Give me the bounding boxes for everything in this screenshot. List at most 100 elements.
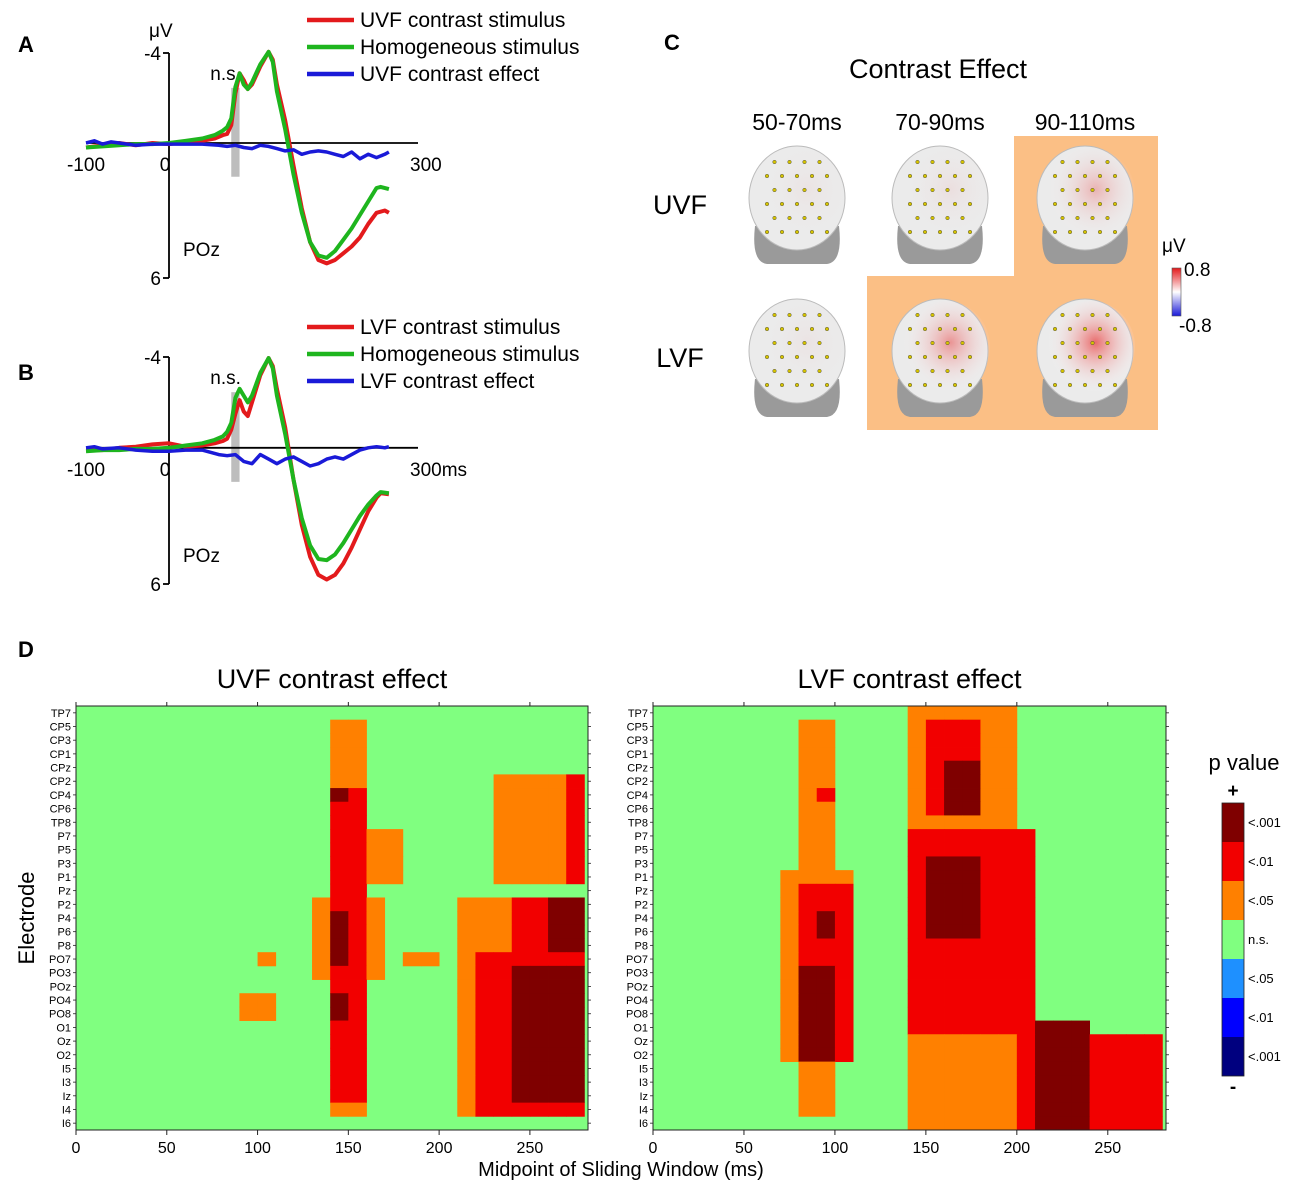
- x-tick-label: 250: [1094, 1140, 1121, 1157]
- colorbar-swatch: [1222, 881, 1244, 920]
- electrode-dot: [825, 201, 830, 206]
- heatmap-cell: [1035, 1020, 1054, 1035]
- heatmap-cell: [529, 993, 549, 1008]
- electrode-label: PO4: [49, 995, 71, 1007]
- electrode-dot: [938, 327, 943, 332]
- electrode-dot: [968, 201, 973, 206]
- heatmap-cell: [980, 760, 1000, 775]
- heatmap-cell: [798, 774, 818, 789]
- heatmap-cell: [239, 993, 258, 1008]
- row-label: LVF: [656, 343, 704, 373]
- heatmap-cell: [330, 883, 349, 898]
- electrode-label: P1: [635, 872, 648, 884]
- electrode-dot: [1075, 369, 1080, 374]
- heatmap-cell: [998, 1102, 1018, 1117]
- scalp-map: [1036, 298, 1135, 417]
- heatmap-cell: [834, 1047, 854, 1063]
- electrode-label: P4: [58, 913, 71, 925]
- electrode-label: PO8: [49, 1009, 71, 1021]
- heatmap-cell: [944, 979, 963, 994]
- electrode-dot: [780, 327, 785, 332]
- electrode-dot: [1112, 355, 1117, 360]
- electrode-dot: [817, 159, 822, 164]
- heatmap-cell: [816, 1061, 836, 1076]
- heatmap-cell: [816, 747, 836, 762]
- colorbar-frame: [1221, 802, 1245, 1077]
- heatmap-cell: [366, 870, 386, 885]
- heatmap-cell: [980, 706, 1000, 721]
- heatmap-cell: [816, 733, 836, 748]
- heatmap-cell: [962, 842, 981, 857]
- heatmap-cell: [962, 1061, 981, 1076]
- electrode-dot: [1097, 229, 1102, 234]
- electrode-dot: [765, 355, 770, 360]
- heatmap-cell: [384, 829, 404, 844]
- heatmap-cell: [816, 911, 836, 926]
- heatmap-cell: [529, 938, 549, 953]
- series-line-blue: [85, 139, 390, 161]
- electrode-dot: [1075, 313, 1080, 318]
- heatmap-cell: [1125, 1047, 1145, 1063]
- heatmap-cell: [907, 965, 927, 980]
- heatmap-cell: [925, 801, 945, 816]
- electrode-dot: [1097, 327, 1102, 332]
- electrode-dot: [923, 327, 928, 332]
- electrode-label: O2: [56, 1050, 71, 1062]
- electrode-dot: [960, 159, 965, 164]
- electrode-dot: [953, 327, 958, 332]
- heatmap-cell: [834, 1006, 854, 1021]
- row-label: UVF: [653, 190, 707, 220]
- heatmap-cell: [511, 856, 531, 871]
- heatmap-cell: [816, 1088, 836, 1104]
- heatmap-cell: [457, 938, 476, 953]
- electrode-dot: [810, 173, 815, 178]
- heatmap-cell: [816, 815, 836, 830]
- heatmap-cell: [493, 952, 513, 967]
- heatmap-cell: [980, 1116, 1000, 1131]
- electrode-label: CP6: [50, 804, 71, 816]
- electrode-dot: [938, 383, 943, 388]
- heatmap-cell: [1016, 829, 1036, 844]
- electrode-dot: [1090, 215, 1095, 220]
- heatmap-cell: [944, 719, 963, 734]
- heatmap-cell: [980, 1061, 1000, 1076]
- heatmap-cell: [529, 979, 549, 994]
- heatmap-cell: [980, 924, 1000, 939]
- heatmap-cell: [493, 938, 513, 953]
- electrode-label: I5: [62, 1063, 71, 1075]
- electrode-label: CPz: [50, 763, 71, 775]
- heatmap-cell: [348, 965, 367, 980]
- electrode-dot: [930, 187, 935, 192]
- heatmap-cell: [925, 1034, 945, 1049]
- heatmap-cell: [962, 733, 981, 748]
- heatmap-cell: [566, 952, 585, 967]
- electrode-dot: [765, 201, 770, 206]
- heatmap-cell: [493, 788, 513, 803]
- heatmap-cell: [925, 719, 945, 734]
- electrode-label: CP6: [627, 804, 648, 816]
- ns-label: n.s.: [210, 368, 241, 389]
- electrode-dot: [802, 159, 807, 164]
- heatmap-cell: [925, 924, 945, 939]
- heatmap-cell: [366, 829, 386, 844]
- heatmap-cell: [366, 842, 386, 857]
- heatmap-cell: [548, 938, 567, 953]
- heatmap-cell: [998, 911, 1018, 926]
- heatmap-cell: [925, 897, 945, 912]
- heatmap-cell: [548, 1047, 567, 1063]
- heatmap-cell: [907, 897, 927, 912]
- x-tick-label: 100: [822, 1140, 849, 1157]
- heatmap-cell: [907, 1020, 927, 1035]
- heatmap-cell: [1071, 1088, 1090, 1104]
- heatmap-cell: [457, 1075, 476, 1090]
- heatmap-cell: [493, 774, 513, 789]
- heatmap-cell: [1107, 1116, 1127, 1131]
- heatmap-cell: [962, 883, 981, 898]
- heatmap-cell: [834, 897, 854, 912]
- heatmap-cell: [1035, 1116, 1054, 1131]
- heatmap-cell: [1016, 897, 1036, 912]
- heatmap-cell: [348, 719, 367, 734]
- heatmap-cell: [816, 993, 836, 1008]
- x-tick-label: 300: [410, 155, 442, 176]
- electrode-label: PO7: [49, 954, 71, 966]
